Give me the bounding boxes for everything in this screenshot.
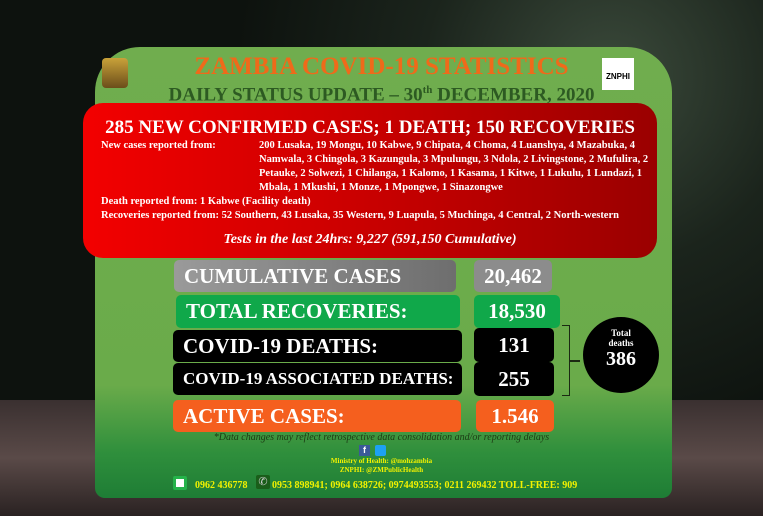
total-recoveries-value: 18,530 bbox=[474, 295, 560, 328]
data-note: *Data changes may reflect retrospective … bbox=[213, 432, 550, 443]
deaths-label: COVID-19 DEATHS: bbox=[173, 330, 462, 362]
phone-numbers: 0953 898941; 0964 638726; 0974493553; 02… bbox=[272, 480, 578, 491]
new-cases-line: Mbala, 1 Mkushi, 1 Monze, 1 Mpongwe, 1 S… bbox=[259, 182, 503, 193]
moh-handle: Ministry of Health: @mohzambia bbox=[330, 457, 433, 465]
bracket-tick bbox=[570, 360, 580, 362]
znphi-logo: ZNPHI bbox=[602, 58, 634, 90]
subtitle-date: DECEMBER, 2020 bbox=[432, 84, 595, 106]
new-cases-line: Petauke, 2 Solwezi, 1 Chilanga, 1 Kalomo… bbox=[259, 168, 642, 179]
recoveries-line: Recoveries reported from: 52 Southern, 4… bbox=[101, 210, 619, 221]
zambia-coat-of-arms-logo bbox=[102, 58, 128, 88]
facebook-icon[interactable]: f bbox=[359, 445, 370, 456]
whatsapp-icon bbox=[173, 476, 187, 490]
death-line: Death reported from: 1 Kabwe (Facility d… bbox=[101, 196, 311, 207]
deaths-value: 131 bbox=[474, 328, 554, 362]
associated-deaths-value: 255 bbox=[474, 362, 554, 396]
whatsapp-number: 0962 436778 bbox=[195, 480, 248, 491]
active-cases-value: 1.546 bbox=[476, 400, 554, 432]
page-subtitle: DAILY STATUS UPDATE – 30th DECEMBER, 202… bbox=[0, 84, 763, 106]
cumulative-cases-label: CUMULATIVE CASES bbox=[174, 260, 456, 292]
daily-summary-box: 285 NEW CONFIRMED CASES; 1 DEATH; 150 RE… bbox=[83, 103, 657, 258]
bracket bbox=[562, 325, 570, 396]
znphi-logo-text: ZNPHI bbox=[606, 72, 630, 81]
new-cases-line: 200 Lusaka, 19 Mongu, 10 Kabwe, 9 Chipat… bbox=[259, 140, 636, 151]
cumulative-cases-value: 20,462 bbox=[474, 260, 552, 292]
associated-deaths-label: COVID-19 ASSOCIATED DEATHS: bbox=[173, 363, 462, 395]
headline: 285 NEW CONFIRMED CASES; 1 DEATH; 150 RE… bbox=[105, 117, 635, 138]
active-cases-label: ACTIVE CASES: bbox=[173, 400, 461, 432]
phone-icon: ✆ bbox=[256, 475, 270, 489]
subtitle-sup: th bbox=[422, 84, 433, 96]
total-deaths-label: Total bbox=[611, 328, 631, 338]
new-cases-label: New cases reported from: bbox=[101, 140, 216, 151]
tests-line: Tests in the last 24hrs: 9,227 (591,150 … bbox=[223, 232, 517, 247]
subtitle-text: DAILY STATUS UPDATE – 30 bbox=[168, 84, 423, 106]
total-recoveries-label: TOTAL RECOVERIES: bbox=[176, 295, 460, 328]
total-deaths-circle: Total deaths 386 bbox=[583, 317, 659, 393]
new-cases-line: Namwala, 3 Chingola, 3 Kazungula, 3 Mpul… bbox=[259, 154, 649, 165]
page-title: ZAMBIA COVID-19 STATISTICS bbox=[194, 53, 569, 80]
total-deaths-label: deaths bbox=[608, 338, 634, 348]
total-deaths-value: 386 bbox=[606, 348, 636, 370]
twitter-icon[interactable] bbox=[375, 445, 386, 456]
znphi-handle: ZNPHI: @ZMPublicHealth bbox=[339, 466, 424, 474]
